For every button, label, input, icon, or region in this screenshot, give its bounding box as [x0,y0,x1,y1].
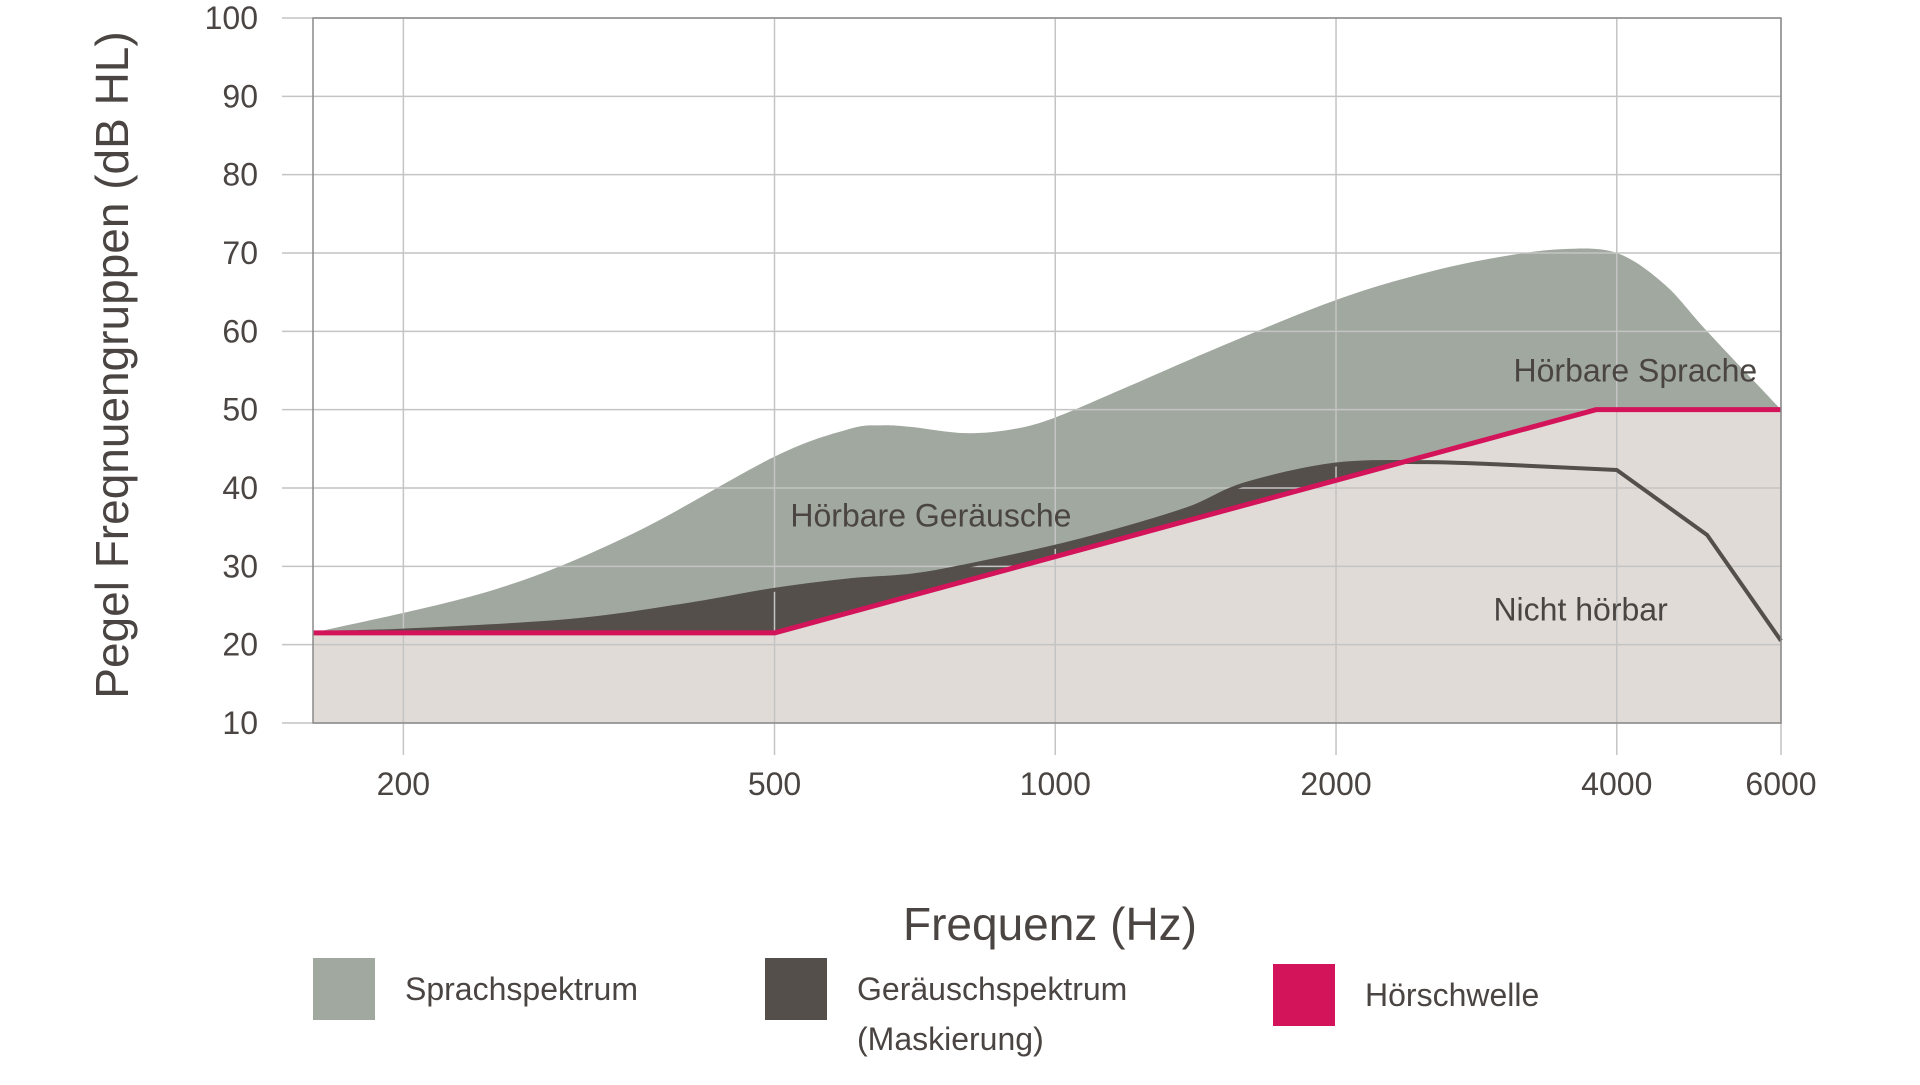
legend-label-line: Geräuschspektrum [857,971,1127,1007]
noise-spectrum-line [312,459,1783,642]
legend: Sprachspektrum Geräuschspektrum (Maskierun… [313,958,1539,1057]
y-tick-label: 100 [205,0,258,36]
legend-item: Geräuschspektrum (Maskierung) [765,958,1127,1057]
legend-swatch [1273,964,1335,1026]
y-tick-label: 80 [222,157,258,193]
region-labels: Hörbare Sprache Hörbare Geräusche Nicht hö… [790,353,1757,628]
y-axis-title: Pegel Freqnuengruppen (dB HL) [86,31,138,698]
legend-label: Geräuschspektrum (Maskierung) [857,971,1127,1057]
legend-label-line: Sprachspektrum [405,971,638,1007]
region-label: Hörbare Sprache [1514,353,1758,389]
y-tick-label: 10 [222,705,258,741]
region-label: Nicht hörbar [1493,591,1668,627]
x-tick-label: 4000 [1581,766,1652,802]
x-tick-label: 6000 [1745,766,1816,802]
y-tick-label: 40 [222,470,258,506]
x-tick-label: 200 [377,766,430,802]
legend-label-line: Hörschwelle [1365,977,1539,1013]
y-tick-label: 50 [222,392,258,428]
y-tick-label: 60 [222,313,258,349]
plot-border [312,17,1782,724]
legend-item: Sprachspektrum [313,958,638,1020]
x-tick-label: 2000 [1300,766,1371,802]
x-tick-label: 1000 [1020,766,1091,802]
legend-label: Hörschwelle [1365,977,1539,1013]
y-tick-label: 90 [222,78,258,114]
y-tick-label: 20 [222,627,258,663]
y-tick-labels: 10 20 30 40 50 60 70 80 90 100 [205,0,258,741]
plot-frame [312,17,1782,724]
region-label: Hörbare Geräusche [790,497,1071,533]
legend-label-line: (Maskierung) [857,1021,1044,1057]
y-tick-label: 70 [222,235,258,271]
x-tick-labels: 200 500 1000 2000 4000 6000 [377,766,1817,802]
speech-spectrum-area [313,248,1781,633]
legend-swatch [765,958,827,1020]
hearing-threshold-line [313,407,1781,636]
x-axis-title: Frequenz (Hz) [903,898,1197,950]
legend-item: Hörschwelle [1273,964,1539,1026]
y-tick-label: 30 [222,548,258,584]
legend-swatch [313,958,375,1020]
legend-label: Sprachspektrum [405,971,638,1007]
x-tick-label: 500 [748,766,801,802]
series-lines [312,407,1783,642]
